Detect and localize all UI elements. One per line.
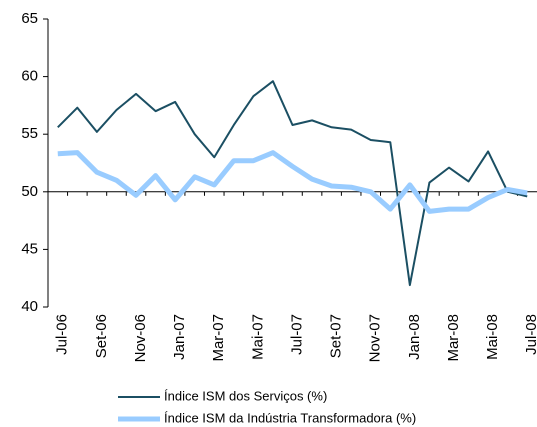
x-tick-label: Mai-08 <box>484 314 501 360</box>
legend-label: Índice ISM dos Serviços (%) <box>164 388 327 403</box>
x-tick-label: Jul-07 <box>288 314 305 355</box>
y-tick-label: 55 <box>21 125 38 142</box>
x-tick-label: Jul-06 <box>54 314 71 355</box>
y-tick-label: 60 <box>21 68 38 85</box>
legend-label: Índice ISM da Indústria Transformadora (… <box>164 410 416 425</box>
x-tick-label: Mai-07 <box>249 314 266 360</box>
x-tick-label: Jan-08 <box>406 314 423 360</box>
y-tick-label: 40 <box>21 298 38 315</box>
y-tick-label: 50 <box>21 183 38 200</box>
x-tick-label: Nov-07 <box>367 314 384 362</box>
x-tick-label: Jan-07 <box>171 314 188 360</box>
x-tick-label: Nov-06 <box>132 314 149 362</box>
y-tick-label: 45 <box>21 240 38 257</box>
x-tick-label: Set-06 <box>93 314 110 358</box>
x-tick-label: Mar-07 <box>210 314 227 362</box>
x-tick-label: Jul-08 <box>523 314 537 355</box>
y-tick-label: 65 <box>21 10 38 27</box>
series-line <box>57 150 528 214</box>
x-tick-label: Mar-08 <box>445 314 462 362</box>
series-line <box>57 80 528 287</box>
x-tick-label: Set-07 <box>328 314 345 358</box>
